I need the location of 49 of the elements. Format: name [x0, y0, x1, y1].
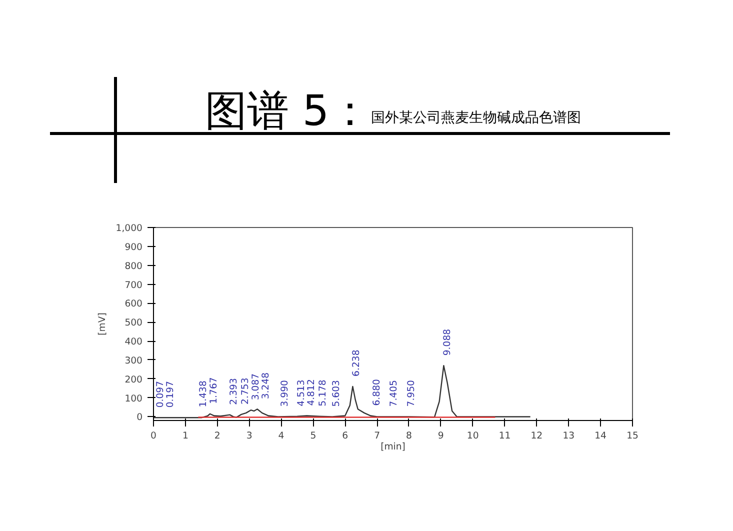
x-tick-label: 7 [374, 430, 380, 442]
x-tick-label: 12 [530, 430, 543, 442]
y-tick-label: 900 [124, 242, 143, 253]
x-tick-label: 4 [278, 430, 284, 442]
y-tick-label: 200 [124, 374, 143, 386]
y-tick-label: 0 [136, 412, 143, 424]
annotation: 5.178 [317, 380, 328, 406]
annotation: 4.812 [306, 379, 318, 406]
x-tick-label: 11 [498, 430, 511, 442]
annotation: 2.753 [240, 378, 251, 404]
annotation: 4.513 [296, 380, 308, 406]
annotation: 1.438 [198, 380, 209, 408]
y-tick-label: 100 [124, 393, 143, 404]
x-tick-label: 15 [626, 430, 638, 442]
annotation: 0.097 [155, 380, 166, 408]
x-axis-title: [min] [380, 442, 406, 452]
y-tick-label: 300 [124, 355, 143, 366]
annotation: 3.087 [250, 373, 262, 400]
annotation: 3.990 [279, 380, 290, 407]
y-tick-label: 800 [124, 260, 143, 272]
x-tick-label: 13 [562, 430, 575, 442]
y-tick-label: 400 [124, 336, 143, 348]
chart-subtitle: 国外某公司燕麦生物碱成品色谱图 [371, 109, 581, 128]
chart-title: 图谱 5： [205, 85, 372, 137]
annotation: 5.603 [330, 380, 342, 407]
annotation: 9.088 [442, 328, 454, 356]
x-tick-label: 9 [438, 430, 444, 442]
x-tick-label: 3 [246, 430, 252, 442]
y-tick-label: 1,000 [116, 223, 143, 234]
annotation: 2.393 [228, 378, 240, 405]
x-tick-label: 1 [182, 430, 188, 442]
x-tick-label: 5 [310, 430, 316, 442]
x-tick-label: 6 [342, 430, 348, 442]
annotation: 7.950 [406, 380, 417, 407]
annotation: 6.880 [372, 379, 383, 406]
y-tick-label: 700 [124, 280, 143, 291]
x-tick-label: 8 [406, 430, 412, 442]
y-tick-label: 600 [124, 298, 143, 310]
annotation: 0.197 [165, 380, 176, 408]
x-tick-label: 2 [214, 430, 220, 442]
x-tick-label: 10 [466, 430, 479, 442]
annotation: 1.767 [208, 377, 220, 404]
annotation: 6.238 [351, 350, 362, 376]
y-axis-title: [mV] [96, 312, 108, 336]
x-tick-label: 14 [594, 430, 607, 442]
y-tick-label: 500 [124, 318, 143, 329]
annotation: 3.248 [260, 372, 272, 400]
x-tick-label: 0 [150, 430, 157, 442]
annotation: 7.405 [388, 380, 400, 407]
